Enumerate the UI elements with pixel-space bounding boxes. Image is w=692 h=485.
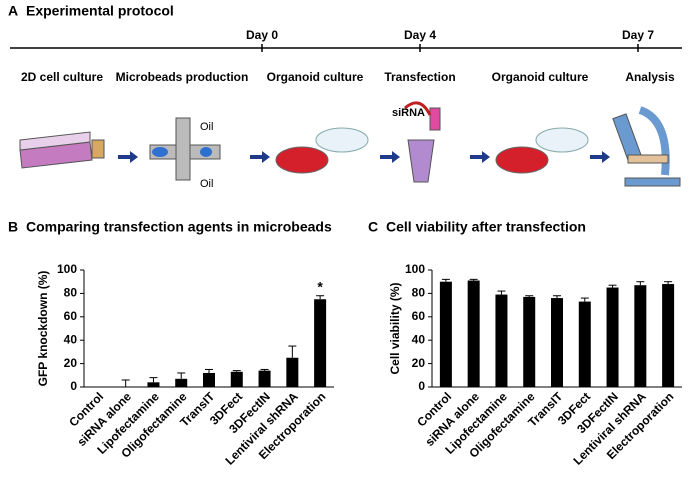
y-tick-label: 0 [418, 379, 425, 393]
y-tick-label: 20 [64, 356, 78, 370]
bar [495, 294, 508, 387]
y-tick-label: 80 [412, 286, 426, 300]
bar [578, 301, 591, 387]
y-tick-label: 40 [64, 332, 78, 346]
icon-label: Oil [200, 121, 213, 133]
bar [606, 287, 619, 387]
bar [662, 284, 675, 387]
y-tick-label: 80 [64, 286, 78, 300]
bar [314, 299, 327, 387]
bar [467, 280, 480, 387]
icon-label: Oil [200, 178, 213, 190]
y-tick-label: 20 [412, 356, 426, 370]
bar [175, 378, 188, 387]
y-tick-label: 100 [57, 262, 77, 276]
annotation: * [317, 278, 323, 294]
icon-label: siRNA [392, 107, 425, 119]
y-axis-label: GFP knockdown (%) [36, 271, 50, 387]
panel-letter: A [8, 3, 18, 19]
step-label: Organoid culture [267, 70, 364, 84]
icons: Oil Oil siRNA [19, 101, 681, 190]
step-label: Organoid culture [492, 70, 589, 84]
y-tick-label: 60 [64, 309, 78, 323]
panel-letter: C [368, 219, 378, 235]
step-label: Microbeads production [116, 70, 249, 84]
day-label: Day 0 [246, 28, 278, 42]
y-tick-label: 0 [70, 379, 77, 393]
step-label: Transfection [384, 70, 455, 84]
y-tick-label: 40 [412, 332, 426, 346]
chart-title: Comparing transfection agents in microbe… [26, 219, 332, 235]
bar [147, 382, 160, 387]
panel-letter: B [8, 219, 18, 235]
step-label: Analysis [625, 70, 675, 84]
day-label: Day 4 [404, 28, 436, 42]
chart-title: Cell viability after transfection [386, 219, 586, 235]
y-axis-label: Cell viability (%) [388, 282, 402, 374]
bar [258, 370, 271, 387]
y-tick-label: 100 [405, 262, 425, 276]
bar [230, 371, 243, 387]
bar [439, 281, 452, 387]
bar [286, 357, 299, 387]
bar [203, 372, 215, 387]
step-label: 2D cell culture [21, 70, 103, 84]
bar [551, 298, 563, 387]
bar [523, 296, 536, 387]
day-label: Day 7 [622, 28, 654, 42]
y-tick-label: 60 [412, 309, 426, 323]
panel-title: Experimental protocol [26, 3, 174, 19]
bar [634, 285, 647, 387]
